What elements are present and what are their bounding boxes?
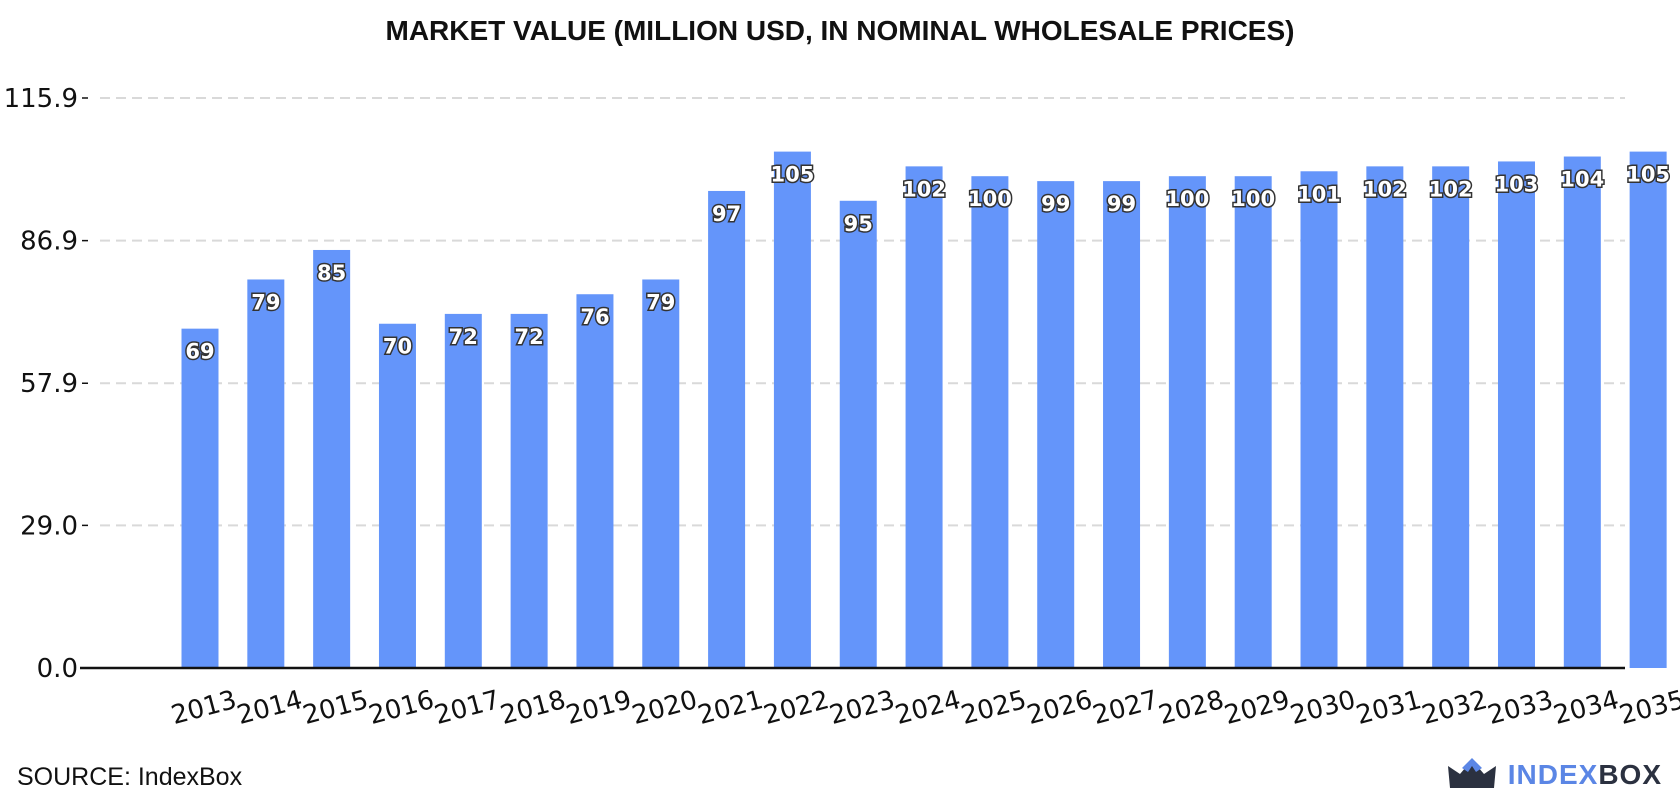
- x-tick-label-2026: 2026: [1024, 685, 1096, 731]
- y-tick-label: 86.9: [20, 227, 78, 257]
- chart-title: MARKET VALUE (MILLION USD, IN NOMINAL WH…: [386, 15, 1295, 46]
- y-axis: 0.0 29.0 57.9 86.9 115.9: [4, 84, 88, 684]
- data-label-2024: 102: [902, 177, 946, 201]
- data-label-2027: 99: [1107, 192, 1136, 216]
- x-tick-label-2018: 2018: [497, 685, 569, 731]
- bar-2019: [576, 294, 614, 668]
- x-axis: 2013201420152016201720182019202020212022…: [80, 666, 1680, 731]
- y-tick-label: 0.0: [37, 654, 78, 684]
- data-label-2015: 85: [317, 261, 346, 285]
- data-label-2025: 100: [968, 187, 1012, 211]
- x-tick-label-2015: 2015: [300, 685, 372, 731]
- data-label-2020: 79: [646, 290, 675, 314]
- bar-2035: [1629, 151, 1667, 668]
- data-label-2034: 104: [1560, 168, 1604, 192]
- data-labels: 69 79 85 70 72 72 76 79 97 105 95 102 100 99 99 100 100 1…: [184, 161, 1672, 365]
- bar-2027: [1103, 181, 1141, 669]
- bars: [181, 151, 1667, 669]
- source-note: SOURCE: IndexBox: [17, 763, 243, 791]
- x-tick-label-2014: 2014: [234, 685, 306, 731]
- x-tick-label-2023: 2023: [826, 685, 898, 731]
- bar-2020: [642, 279, 680, 668]
- data-label-2026: 99: [1041, 192, 1070, 216]
- bar-2021: [708, 190, 746, 669]
- x-tick-label-2020: 2020: [629, 685, 701, 731]
- y-tick-label: 115.9: [4, 84, 78, 114]
- bar-2014: [247, 279, 285, 668]
- bar-2025: [971, 176, 1009, 668]
- x-tick-label-2025: 2025: [958, 685, 1030, 731]
- bar-2024: [905, 166, 943, 668]
- x-tick-label-2013: 2013: [168, 685, 240, 731]
- brand-name-part2: BOX: [1598, 759, 1662, 790]
- bar-2023: [839, 200, 877, 669]
- crown-icon: [1447, 758, 1496, 788]
- data-label-2033: 103: [1495, 172, 1539, 196]
- data-label-2029: 100: [1231, 187, 1275, 211]
- indexbox-logo: INDEXBOX: [1446, 758, 1662, 792]
- x-tick-label-2030: 2030: [1287, 685, 1359, 731]
- bar-2015: [313, 249, 351, 668]
- x-tick-label-2033: 2033: [1485, 685, 1557, 731]
- bar-2028: [1168, 176, 1206, 668]
- data-label-2032: 102: [1429, 177, 1473, 201]
- bar-2022: [773, 151, 811, 668]
- x-tick-label-2028: 2028: [1156, 685, 1228, 731]
- x-tick-label-2022: 2022: [761, 685, 833, 731]
- bar-2026: [1037, 181, 1075, 669]
- data-label-2023: 95: [844, 212, 873, 236]
- data-label-2017: 72: [449, 325, 478, 349]
- bar-2017: [444, 313, 482, 668]
- bar-2032: [1432, 166, 1470, 668]
- data-label-2021: 97: [712, 202, 741, 226]
- data-label-2019: 76: [580, 305, 609, 329]
- bar-2016: [378, 323, 416, 668]
- y-tick-label: 29.0: [20, 511, 78, 541]
- x-tick-label-2027: 2027: [1090, 685, 1162, 731]
- bar-2029: [1234, 176, 1272, 668]
- bar-2030: [1300, 171, 1338, 668]
- bar-2033: [1497, 161, 1535, 668]
- bar-2031: [1366, 166, 1404, 668]
- bar-2034: [1563, 156, 1601, 668]
- x-tick-label-2031: 2031: [1353, 685, 1425, 731]
- x-tick-label-2032: 2032: [1419, 685, 1491, 731]
- data-label-2018: 72: [515, 325, 544, 349]
- data-label-2013: 69: [185, 340, 214, 364]
- x-tick-label-2019: 2019: [563, 685, 635, 731]
- y-tick-label: 57.9: [20, 369, 78, 399]
- data-label-2014: 79: [251, 290, 280, 314]
- data-label-2016: 70: [383, 335, 412, 359]
- data-label-2022: 105: [770, 163, 814, 187]
- x-tick-label-2034: 2034: [1550, 685, 1622, 731]
- data-label-2028: 100: [1165, 187, 1209, 211]
- x-tick-label-2021: 2021: [695, 685, 767, 731]
- x-tick-label-2017: 2017: [431, 685, 503, 731]
- x-tick-label-2024: 2024: [892, 685, 964, 731]
- brand-name-part1: INDEX: [1507, 759, 1599, 790]
- data-label-2031: 102: [1363, 177, 1407, 201]
- x-tick-label-2035: 2035: [1616, 685, 1680, 731]
- bar-2018: [510, 313, 548, 668]
- bar-2013: [181, 328, 219, 668]
- x-tick-label-2029: 2029: [1221, 685, 1293, 731]
- x-tick-label-2016: 2016: [366, 685, 438, 731]
- data-label-2030: 101: [1297, 182, 1341, 206]
- data-label-2035: 105: [1626, 163, 1670, 187]
